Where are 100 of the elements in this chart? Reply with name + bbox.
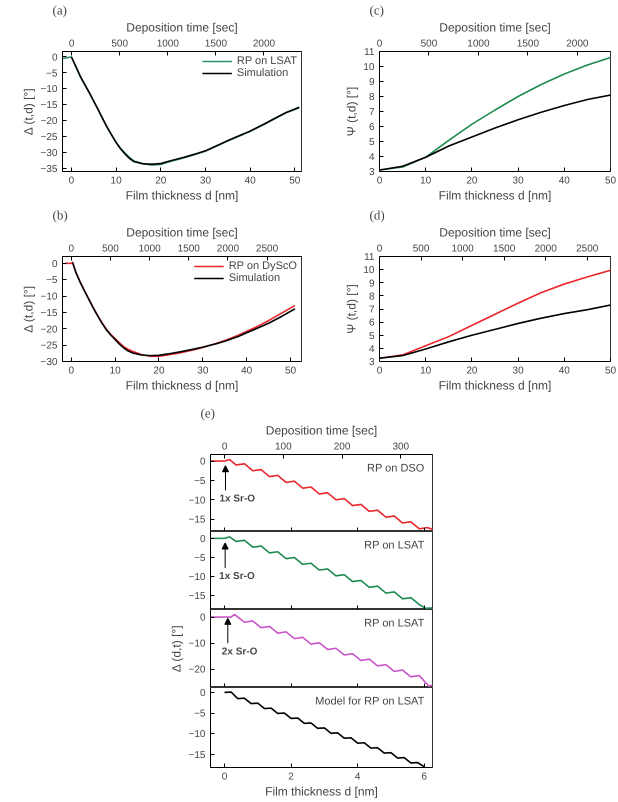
x2-axis-title: Deposition time [sec]	[439, 226, 551, 240]
annotation: 1x Sr-O	[219, 570, 255, 582]
x2-tick-label: 200	[334, 442, 351, 452]
y-tick-label: −5	[194, 476, 206, 487]
x-tick-label: 50	[284, 366, 297, 376]
y-tick-label: −15	[188, 591, 206, 602]
x2-tick-label: 300	[392, 442, 410, 452]
y-tick-label: 0	[52, 52, 58, 64]
x-tick-label: 0	[376, 176, 383, 186]
x-tick-label: 20	[466, 366, 478, 376]
x-tick-label: 0	[68, 176, 75, 186]
x-tick-label: 20	[466, 176, 478, 186]
x-tick-label: 6	[421, 772, 428, 782]
y-tick-label: 0	[200, 456, 206, 468]
x2-tick-label: 1000	[156, 38, 180, 50]
x2-tick-label: 500	[102, 244, 120, 254]
y-tick-label: 10	[363, 62, 375, 73]
y-tick-label: −20	[40, 116, 58, 128]
x2-tick-label: 2000	[216, 244, 240, 254]
legend-label: Simulation	[228, 272, 280, 284]
x2-tick-label: 500	[111, 38, 129, 50]
x-tick-label: 30	[197, 366, 209, 376]
x-tick-label: 50	[289, 176, 301, 186]
y-tick-label: 10	[363, 265, 375, 276]
y-tick-label: 0	[200, 612, 206, 624]
y-tick-label: −30	[40, 357, 58, 368]
x2-tick-label: 1500	[493, 244, 516, 254]
x-tick-label: 40	[558, 366, 570, 376]
x-tick-label: 50	[604, 176, 616, 186]
y-tick-label: −15	[40, 100, 58, 112]
y-tick-label: 0	[200, 688, 206, 699]
x-axis-title: Film thickness d [nm]	[438, 378, 552, 392]
y-tick-label: 5	[368, 330, 375, 342]
x2-axis-title: Deposition time [sec]	[439, 20, 551, 34]
chart-title: (c)	[370, 2, 384, 18]
line-series	[210, 614, 432, 687]
y-axis-title: Δ (t,d) [°]	[22, 286, 36, 333]
x-tick-label: 40	[558, 176, 570, 186]
y-tick-label: 11	[364, 47, 375, 58]
y-tick-label: −5	[194, 708, 206, 720]
x2-tick-label: 1000	[467, 38, 490, 50]
x2-axis-title: Deposition time [sec]	[126, 20, 238, 34]
x2-tick-label: 1500	[178, 244, 200, 254]
x2-tick-label: 2000	[534, 244, 558, 254]
x-tick-label: 30	[200, 176, 212, 186]
x-tick-label: 10	[420, 366, 432, 376]
y-tick-label: −20	[40, 324, 58, 336]
x-tick-label: 10	[110, 176, 122, 186]
x-tick-label: 50	[604, 366, 616, 376]
y-axis-title: Δ (d,t) [°]	[170, 625, 184, 672]
y-tick-label: 11	[364, 252, 375, 263]
x2-tick-label: 1500	[516, 38, 540, 50]
y-tick-label: 0	[200, 534, 206, 545]
y-tick-label: −10	[188, 638, 206, 650]
y-tick-label: 6	[368, 318, 375, 329]
annotation: RP on LSAT	[364, 540, 425, 552]
y-axis-title: Ψ (t,d) [°]	[344, 284, 358, 334]
line-series	[210, 458, 432, 530]
x-tick-label: 0	[68, 366, 74, 376]
y-tick-label: 4	[368, 152, 375, 163]
legend-label: RP on DyScO	[228, 260, 297, 272]
y-tick-label: −5	[46, 68, 58, 80]
line-series	[210, 536, 432, 609]
x2-tick-label: 1000	[138, 244, 162, 254]
x2-tick-label: 0	[68, 244, 74, 254]
x2-tick-label: 100	[274, 442, 292, 452]
x-tick-label: 40	[241, 366, 253, 376]
y-tick-label: −5	[46, 275, 58, 286]
x-axis-title: Film thickness d [nm]	[126, 378, 238, 392]
y-tick-label: −5	[194, 553, 206, 564]
y-tick-label: −10	[188, 495, 206, 506]
y-tick-label: −25	[40, 340, 58, 352]
x2-tick-label: 2500	[256, 244, 279, 254]
legend-label: Simulation	[236, 67, 288, 79]
x2-tick-label: 1000	[451, 244, 474, 254]
chart-title: (d)	[370, 208, 385, 222]
annotation: RP on LSAT	[364, 618, 425, 630]
y-tick-label: 0	[52, 258, 58, 270]
y-tick-label: −10	[188, 572, 206, 584]
x2-tick-label: 2000	[566, 38, 589, 50]
x2-tick-label: 1500	[204, 38, 228, 50]
x2-tick-label: 0	[376, 244, 383, 254]
y-tick-label: 3	[368, 167, 375, 178]
x-tick-label: 0	[222, 772, 228, 782]
legend-label: RP on LSAT	[236, 55, 297, 67]
y-axis-title: Ψ (t,d) [°]	[344, 86, 358, 136]
x2-tick-label: 2000	[252, 38, 276, 50]
x2-axis-title: Deposition time [sec]	[266, 424, 378, 438]
y-tick-label: −15	[188, 514, 206, 526]
chart-title: (e)	[200, 406, 215, 420]
x2-axis-title: Deposition time [sec]	[126, 226, 238, 240]
x-axis-title: Film thickness d [nm]	[126, 188, 238, 202]
y-tick-label: 8	[368, 92, 375, 103]
y-tick-label: −30	[40, 148, 58, 159]
y-tick-label: 8	[368, 291, 375, 302]
y-tick-label: −15	[188, 750, 206, 761]
chart-title: (a)	[52, 2, 67, 18]
x-tick-label: 2	[288, 772, 294, 782]
y-tick-label: 4	[368, 344, 375, 355]
x2-tick-label: 500	[412, 244, 430, 254]
